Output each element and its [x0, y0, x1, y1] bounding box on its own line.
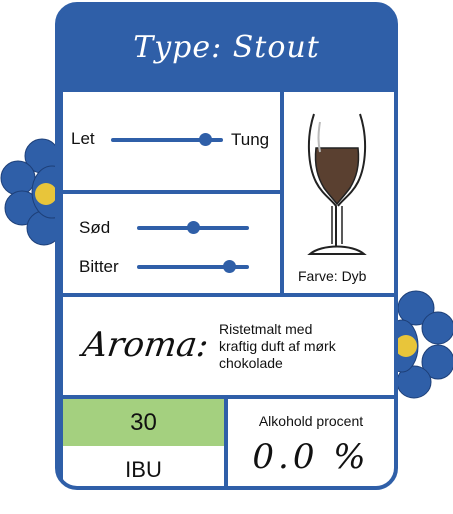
bitter-label: Bitter — [79, 257, 119, 276]
body-heavy-label: Tung — [231, 130, 270, 149]
body-slider-track[interactable] — [111, 138, 223, 142]
aroma-heading: Aroma: — [80, 325, 212, 365]
alcohol-value: 0.0 % — [252, 437, 370, 477]
body-slider-panel: Let Tung — [63, 92, 280, 190]
sweet-label: Sød — [79, 218, 111, 237]
sweet-slider-knob[interactable] — [187, 221, 200, 234]
body-slider-knob[interactable] — [199, 133, 212, 146]
alcohol-panel: Alkohold procent 0.0 % — [228, 399, 394, 486]
beer-type-title: Type: Stout — [133, 29, 320, 65]
ibu-value: 30 — [130, 409, 157, 436]
aroma-line-3: chokolade — [219, 355, 283, 371]
beer-glass-icon — [307, 113, 367, 255]
aroma-line-1: Ristetmalt med — [219, 321, 313, 337]
body-light-label: Let — [71, 129, 95, 148]
glass-panel: Farve: Dyb — [284, 92, 394, 293]
aroma-panel: Aroma: Ristetmalt med kraftig duft af mø… — [63, 297, 394, 395]
bitter-slider-knob[interactable] — [223, 260, 236, 273]
taste-slider-panel: Sød Bitter — [63, 194, 280, 293]
aroma-line-2: kraftig duft af mørk — [219, 338, 336, 354]
bitter-slider-track[interactable] — [137, 265, 249, 269]
aroma-description: Ristetmalt med kraftig duft af mørk chok… — [219, 321, 369, 372]
ibu-panel: 30 IBU — [63, 399, 224, 486]
alcohol-label: Alkohold procent — [258, 413, 364, 429]
beer-info-card: Type: Stout Let Tung Sød Bitter Farve: D… — [55, 2, 398, 490]
card-header: Type: Stout — [59, 6, 394, 88]
ibu-label: IBU — [125, 457, 162, 482]
ibu-value-box: 30 — [63, 399, 224, 446]
beer-color-label: Farve: Dyb — [298, 268, 367, 284]
